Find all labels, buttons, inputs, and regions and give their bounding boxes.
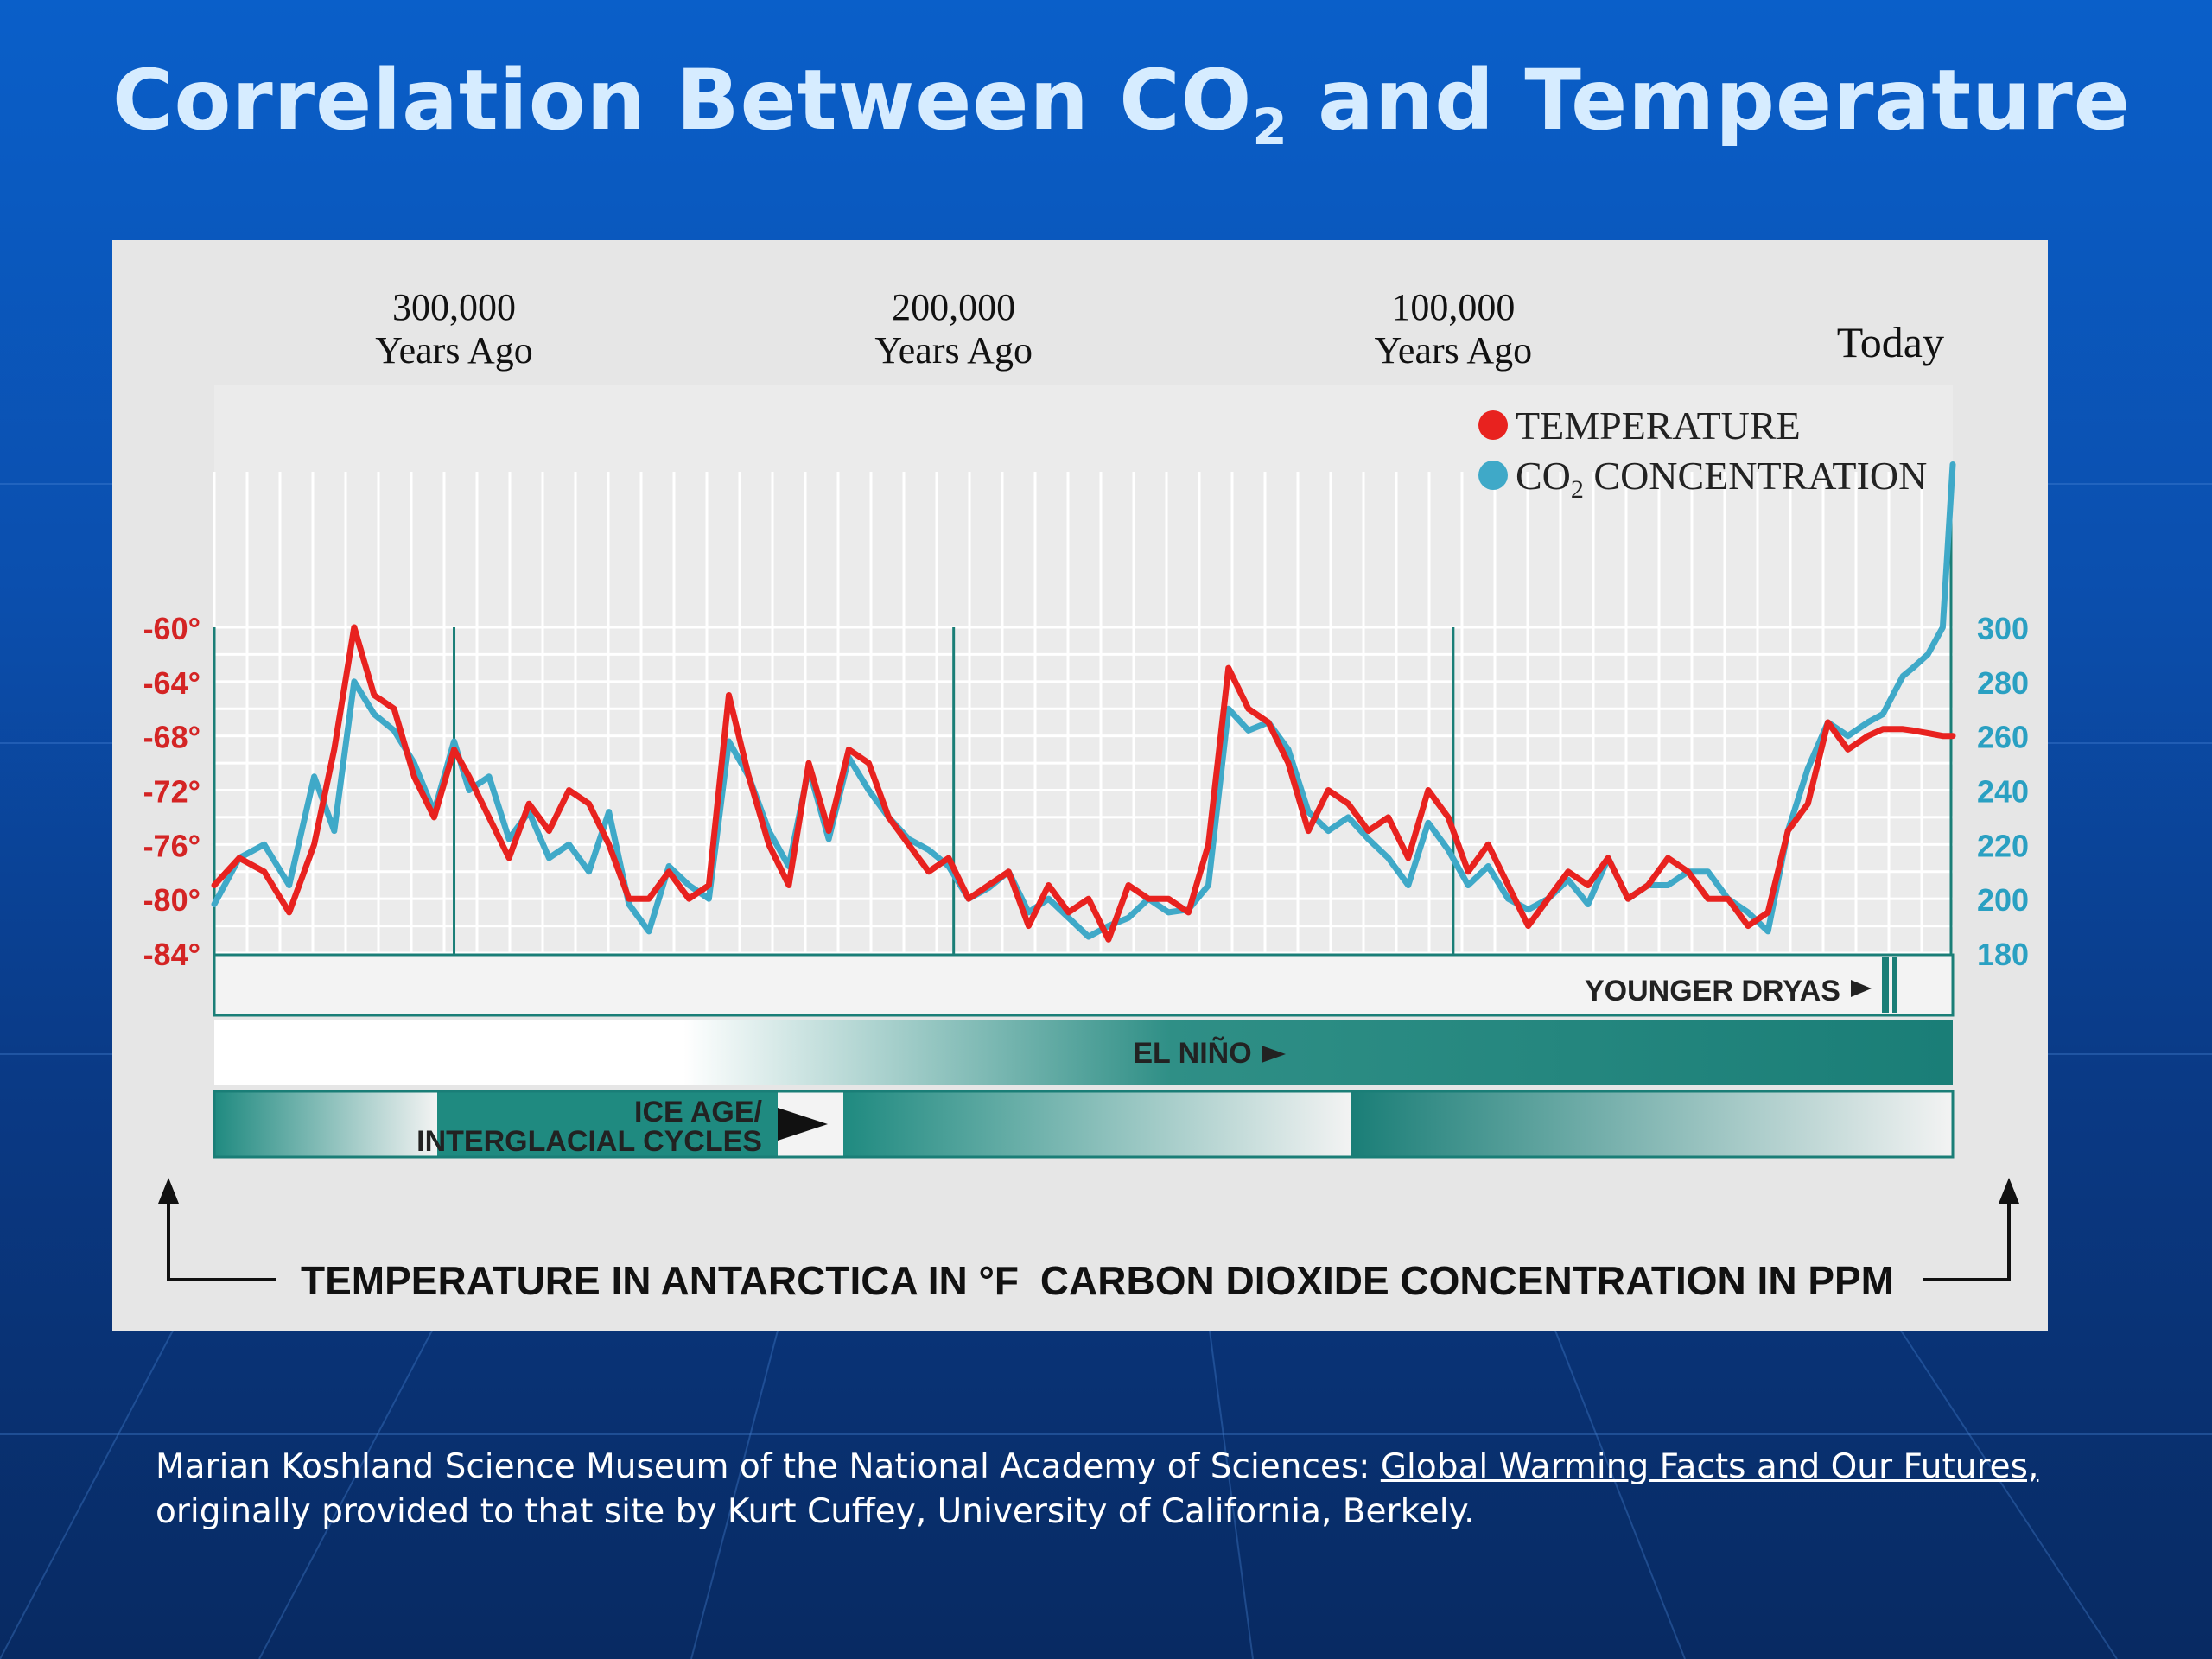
y-right-tick-label: 220 [1977, 828, 2029, 863]
younger-dryas-marker-2 [1892, 957, 1897, 1013]
y-right-tick-label: 180 [1977, 937, 2029, 972]
chart-figure: 300,000 Years Ago 200,000 Years Ago 100,000 Y… [112, 240, 2048, 1331]
y-left-axis-title: TEMPERATURE IN ANTARCTICA IN °F [301, 1258, 1019, 1303]
series-lines [211, 461, 1956, 943]
ice-age-band-segment-1 [214, 1091, 437, 1157]
source-caption: Marian Koshland Science Museum of the Na… [156, 1445, 2100, 1535]
legend-co2-marker [1478, 461, 1508, 490]
legend: TEMPERATURE CO2 CONCENTRATION [1478, 404, 1927, 504]
younger-dryas-arrow [1851, 980, 1872, 997]
y-left-tick-labels: -60° -64° -68° -72° -76° -80° -84° [143, 611, 200, 972]
legend-co2-label: CO2 CONCENTRATION [1516, 454, 1927, 504]
x-tick-label-value: 200,000 [892, 286, 1015, 328]
x-tick-label-unit: Years Ago [375, 329, 533, 372]
y-left-tick-label: -60° [143, 611, 200, 646]
legend-temperature-label: TEMPERATURE [1516, 404, 1801, 448]
ice-age-band-segment-2 [843, 1091, 1351, 1157]
el-nino-label: EL NIÑO [1133, 1037, 1251, 1070]
slide-title: Correlation Between CO2 and Temperature [112, 52, 2131, 156]
y-left-tick-label: -80° [143, 882, 200, 918]
y-right-axis-title: CARBON DIOXIDE CONCENTRATION IN PPM [1040, 1258, 1894, 1303]
ice-age-band-segment-3 [1351, 1091, 1953, 1157]
ice-age-arrow [778, 1108, 828, 1141]
y-right-tick-label: 280 [1977, 665, 2029, 701]
x-tick-label-today: Today [1837, 318, 1944, 366]
y-right-tick-label: 240 [1977, 774, 2029, 810]
ice-age-band-border [213, 1090, 1955, 1159]
right-axis-arrow [1923, 1178, 2019, 1281]
temperature-series-line [211, 624, 1956, 943]
caption-text-end: originally provided to that site by Kurt… [156, 1492, 1475, 1531]
y-left-tick-label: -72° [143, 774, 200, 810]
younger-dryas-label: YOUNGER DRYAS [1585, 975, 1840, 1007]
ice-age-label-box [437, 1091, 843, 1157]
x-tick-label-value: 300,000 [392, 286, 516, 328]
y-right-tick-labels: 300 280 260 240 220 200 180 [1977, 611, 2029, 972]
ice-age-label-line2: INTERGLACIAL CYCLES [416, 1125, 762, 1158]
y-left-tick-label: -84° [143, 937, 200, 972]
legend-temperature-marker [1478, 410, 1508, 440]
x-tick-label-unit: Years Ago [1375, 329, 1533, 372]
source-link[interactable]: Global Warming Facts and Our Futures, [1380, 1447, 2039, 1486]
y-left-tick-label: -64° [143, 665, 200, 701]
el-nino-band [214, 1020, 1953, 1085]
y-right-tick-label: 200 [1977, 882, 2029, 918]
younger-dryas-marker [1882, 957, 1889, 1013]
caption-text-start: Marian Koshland Science Museum of the Na… [156, 1447, 1381, 1486]
y-right-tick-label: 260 [1977, 720, 2029, 755]
left-axis-arrow [158, 1178, 276, 1281]
x-tick-label-unit: Years Ago [874, 329, 1033, 372]
y-right-tick-label: 300 [1977, 611, 2029, 646]
y-left-tick-label: -68° [143, 720, 200, 755]
el-nino-arrow [1262, 1046, 1286, 1063]
younger-dryas-band [213, 953, 1955, 1017]
ice-age-label-line1: ICE AGE/ [634, 1096, 763, 1128]
y-left-tick-label: -76° [143, 828, 200, 863]
x-tick-label-value: 100,000 [1391, 286, 1515, 328]
